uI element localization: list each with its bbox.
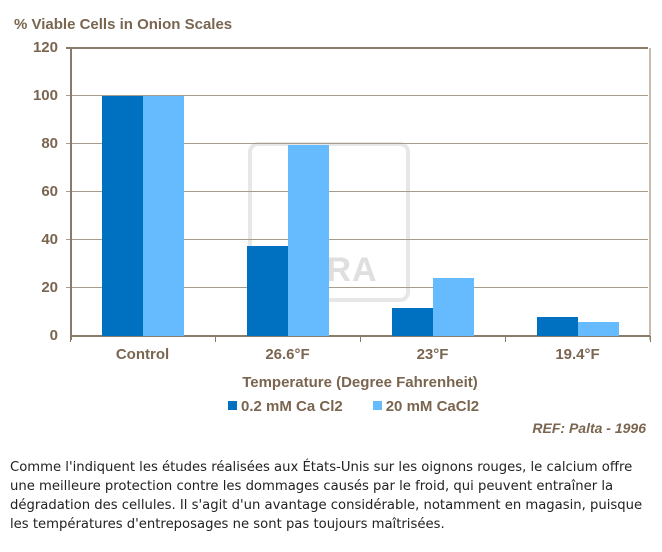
description-paragraph: Comme l'indiquent les études réalisées a… xyxy=(10,460,643,532)
y-axis xyxy=(70,48,72,340)
right-border xyxy=(649,48,651,340)
legend-label: 20 mM CaCl2 xyxy=(385,398,480,415)
legend: 0.2 mM Ca Cl2 20 mM CaCl2 xyxy=(228,398,479,415)
gridline xyxy=(66,191,648,192)
reference-note: REF: Palta - 1996 xyxy=(532,420,646,436)
y-tick-label: 20 xyxy=(41,279,58,296)
bar xyxy=(537,316,578,336)
y-tick-label: 80 xyxy=(41,135,58,152)
bar xyxy=(143,96,184,336)
gridline xyxy=(66,239,648,240)
gridline xyxy=(66,47,648,49)
legend-swatch-icon xyxy=(372,401,382,410)
x-axis-title: Temperature (Degree Fahrenheit) xyxy=(242,374,478,391)
y-tick-label: 60 xyxy=(41,183,58,200)
x-tick xyxy=(70,336,71,342)
x-tick xyxy=(360,336,361,342)
legend-swatch-icon xyxy=(228,401,237,410)
y-tick-label: 120 xyxy=(32,39,58,56)
x-category-label: 19.4°F xyxy=(555,346,600,363)
x-category-label: 26.6°F xyxy=(265,346,310,363)
bar xyxy=(392,308,433,336)
y-tick-label: 0 xyxy=(49,327,58,344)
legend-label: 0.2 mM Ca Cl2 xyxy=(241,398,343,415)
x-tick xyxy=(215,336,216,342)
bar xyxy=(433,278,474,336)
gridline xyxy=(66,143,648,144)
chart-title: % Viable Cells in Onion Scales xyxy=(14,16,233,33)
bar xyxy=(288,145,329,336)
x-tick xyxy=(650,336,651,342)
y-tick-label: 100 xyxy=(32,87,58,104)
x-category-label: Control xyxy=(115,346,170,363)
legend-item: 0.2 mM Ca Cl2 xyxy=(228,398,343,415)
gridline xyxy=(66,287,648,288)
bar xyxy=(578,321,619,336)
legend-item: 20 mM CaCl2 xyxy=(372,398,480,415)
x-category-label: 23°F xyxy=(416,346,449,363)
gridline xyxy=(66,95,648,96)
bar xyxy=(247,246,288,336)
y-tick-label: 40 xyxy=(41,231,58,248)
x-tick xyxy=(505,336,506,342)
bar xyxy=(102,96,143,336)
